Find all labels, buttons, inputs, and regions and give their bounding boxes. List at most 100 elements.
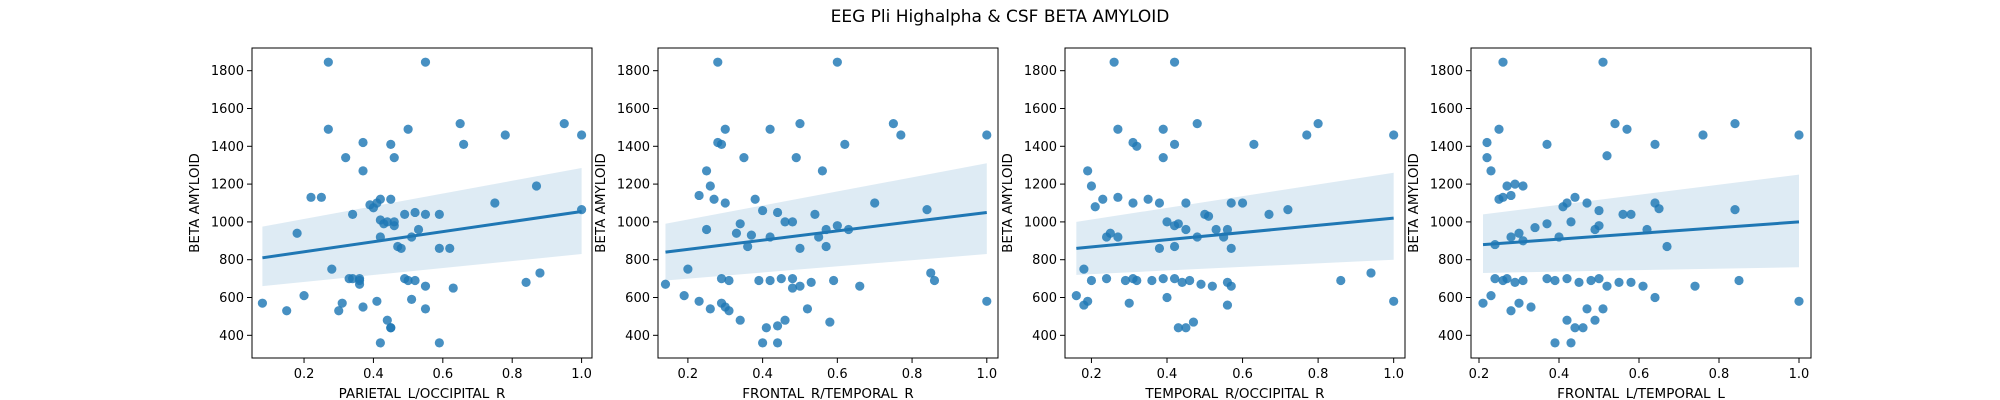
y-tick-label: 800 <box>219 253 244 268</box>
y-tick-label: 800 <box>1032 253 1057 268</box>
data-points <box>1071 57 1399 333</box>
data-point <box>705 181 715 191</box>
x-tick-label: 1.0 <box>976 367 997 382</box>
y-tick-label: 1400 <box>211 140 244 155</box>
data-point <box>1594 205 1604 216</box>
data-point <box>1211 224 1221 235</box>
data-point <box>459 139 469 150</box>
data-point <box>1169 274 1180 284</box>
data-point <box>576 130 587 140</box>
data-point <box>1502 274 1512 284</box>
data-point <box>403 124 413 134</box>
data-point <box>780 217 790 227</box>
data-point <box>1590 315 1600 325</box>
data-point <box>795 243 805 253</box>
x-tick-label: 1.0 <box>1383 367 1404 382</box>
data-point <box>400 209 410 219</box>
data-point <box>1128 198 1138 208</box>
data-point <box>1506 232 1516 242</box>
x-axis-label: FRONTAL_R/TEMPORAL_R <box>742 386 913 400</box>
data-point <box>1154 243 1165 253</box>
x-axis-label: PARIETAL_L/OCCIPITAL_R <box>339 386 506 400</box>
y-tick-label: 1800 <box>1024 64 1057 79</box>
data-point <box>1662 241 1672 252</box>
data-point <box>1510 277 1520 287</box>
x-tick-label: 0.4 <box>1157 367 1178 382</box>
data-point <box>1169 221 1180 231</box>
data-point <box>354 274 365 284</box>
data-point <box>327 264 337 274</box>
data-point <box>1336 275 1346 286</box>
data-point <box>825 317 835 327</box>
x-axis-label: FRONTAL_L/TEMPORAL_L <box>1557 386 1725 400</box>
data-point <box>1542 274 1552 284</box>
data-point <box>802 304 813 314</box>
y-tick-label: 1000 <box>1430 215 1463 230</box>
data-point <box>1079 264 1089 274</box>
data-point <box>490 198 500 208</box>
data-point <box>1506 190 1516 201</box>
data-point <box>299 291 309 301</box>
data-point <box>832 221 842 231</box>
data-point <box>1510 179 1520 189</box>
data-point <box>420 57 431 67</box>
data-point <box>1226 243 1236 253</box>
data-point <box>1626 277 1636 287</box>
data-point <box>323 124 333 134</box>
data-point <box>1594 221 1604 231</box>
y-axis-label: BETA AMYLOID <box>593 153 609 253</box>
data-point <box>434 209 444 219</box>
data-point <box>1132 141 1142 151</box>
regression-line <box>1482 220 1800 247</box>
data-point <box>1610 119 1620 129</box>
data-point <box>1550 275 1560 286</box>
data-point <box>821 241 831 252</box>
x-tick-label: 0.2 <box>678 367 699 382</box>
data-point <box>1098 194 1108 204</box>
data-point <box>716 274 727 284</box>
data-point <box>1188 317 1199 327</box>
data-point <box>386 139 396 150</box>
data-point <box>761 323 771 333</box>
data-point <box>1550 338 1560 348</box>
x-tick-label: 0.2 <box>294 367 315 382</box>
data-point <box>1542 219 1552 229</box>
data-point <box>257 298 268 308</box>
data-point <box>1598 304 1608 314</box>
data-point <box>1494 124 1504 134</box>
data-point <box>1622 124 1632 134</box>
data-point <box>1143 194 1153 204</box>
data-point <box>1177 277 1187 287</box>
data-point <box>1698 130 1708 140</box>
data-point <box>724 306 734 316</box>
data-point <box>772 207 783 218</box>
data-point <box>341 153 351 163</box>
data-point <box>1237 198 1248 208</box>
data-point <box>1562 274 1572 284</box>
data-point <box>1498 57 1508 67</box>
x-tick-label: 0.6 <box>827 367 848 382</box>
data-point <box>1602 281 1612 291</box>
data-point <box>709 194 719 204</box>
data-point <box>772 321 783 331</box>
data-point <box>1105 228 1115 238</box>
data-point <box>1486 166 1496 176</box>
data-point <box>1518 181 1528 191</box>
data-point <box>795 281 805 291</box>
x-tick-label: 0.2 <box>1081 367 1102 382</box>
x-axis-label: TEMPORAL_R/OCCIPITAL_R <box>1144 386 1324 400</box>
data-point <box>1526 302 1536 312</box>
data-point <box>787 274 798 284</box>
data-point <box>389 221 399 231</box>
data-point <box>500 130 510 140</box>
axes-frame <box>251 47 593 359</box>
data-point <box>282 306 292 316</box>
y-tick-label: 1600 <box>1430 102 1463 117</box>
data-point <box>348 209 358 219</box>
data-point <box>888 119 898 129</box>
data-point <box>1158 274 1168 284</box>
y-tick-label: 800 <box>625 253 650 268</box>
y-tick-label: 1200 <box>617 178 650 193</box>
data-point <box>1313 119 1323 129</box>
data-point <box>1570 323 1580 333</box>
